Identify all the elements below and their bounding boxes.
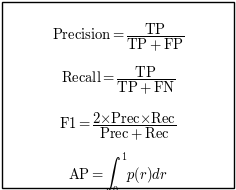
Text: $\mathrm{AP} = \int_0^1 p(r)dr$: $\mathrm{AP} = \int_0^1 p(r)dr$ xyxy=(68,151,168,190)
Text: $\mathrm{F1} = \dfrac{\mathrm{2{\times}Prec{\times}Rec}}{\mathrm{Prec+Rec}}$: $\mathrm{F1} = \dfrac{\mathrm{2{\times}P… xyxy=(59,111,177,143)
Text: $\mathrm{Recall} = \dfrac{\mathrm{TP}}{\mathrm{TP+FN}}$: $\mathrm{Recall} = \dfrac{\mathrm{TP}}{\… xyxy=(61,65,175,97)
Text: $\mathrm{Precision} = \dfrac{\mathrm{TP}}{\mathrm{TP+FP}}$: $\mathrm{Precision} = \dfrac{\mathrm{TP}… xyxy=(52,22,184,54)
